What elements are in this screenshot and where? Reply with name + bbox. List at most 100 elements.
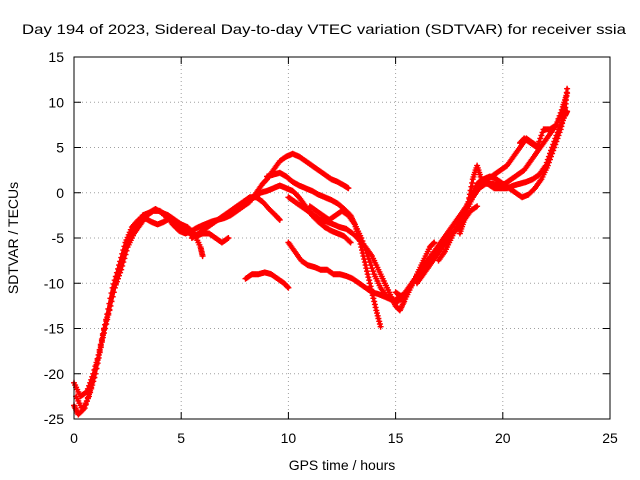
series-point-marker bbox=[86, 393, 92, 400]
satellite-track-08 bbox=[242, 269, 292, 291]
series-point-marker bbox=[101, 330, 107, 336]
series-point-marker bbox=[542, 162, 549, 169]
series-point-marker bbox=[553, 121, 560, 128]
series-point-marker bbox=[554, 129, 561, 136]
y-tick-label: 15 bbox=[48, 49, 64, 65]
y-tick-label: -5 bbox=[52, 230, 65, 246]
x-tick-label: 5 bbox=[177, 430, 185, 446]
y-tick-label: -15 bbox=[44, 321, 64, 337]
series-point-marker bbox=[543, 159, 550, 166]
series-point-marker bbox=[112, 281, 119, 288]
series-point-marker bbox=[473, 204, 479, 211]
series-point-marker bbox=[90, 378, 97, 385]
series-point-marker bbox=[564, 90, 571, 97]
series-point-marker bbox=[122, 251, 129, 258]
satellite-track-07 bbox=[264, 169, 384, 330]
series-point-marker bbox=[474, 203, 481, 210]
axis-ticks: 0 5 10 15 20 25 -25 -20 -15 -10 -5 0 5 10 15 bbox=[44, 49, 618, 446]
series-point-marker bbox=[108, 298, 115, 305]
series-point-marker bbox=[103, 321, 110, 327]
series-point-marker bbox=[558, 106, 565, 113]
series-point-marker bbox=[89, 382, 96, 389]
y-tick-label: 0 bbox=[56, 185, 64, 201]
series-point-marker bbox=[113, 278, 120, 285]
x-tick-label: 15 bbox=[388, 430, 404, 446]
series-point-marker bbox=[369, 265, 375, 272]
series-point-marker bbox=[109, 293, 116, 300]
series-point-marker bbox=[551, 138, 558, 145]
y-tick-label: -10 bbox=[44, 275, 64, 291]
series-point-marker bbox=[115, 275, 121, 282]
x-tick-label: 25 bbox=[602, 430, 618, 446]
series-point-marker bbox=[119, 262, 126, 269]
series-point-marker bbox=[544, 156, 551, 163]
series-point-marker bbox=[375, 315, 382, 322]
series-point-marker bbox=[367, 262, 374, 269]
series-point-marker bbox=[104, 316, 111, 323]
series-point-marker bbox=[370, 268, 377, 275]
series-point-marker bbox=[431, 239, 438, 246]
x-tick-label: 10 bbox=[281, 430, 297, 446]
series-point-marker bbox=[347, 239, 354, 246]
y-tick-label: -25 bbox=[44, 411, 64, 427]
series-point-marker bbox=[110, 289, 117, 296]
series-point-marker bbox=[359, 238, 366, 244]
series-point-marker bbox=[358, 235, 365, 241]
series-point-marker bbox=[538, 132, 545, 139]
series-point-marker bbox=[363, 250, 370, 257]
series-point-marker bbox=[94, 360, 101, 367]
series-point-marker bbox=[552, 135, 559, 142]
satellite-track-04 bbox=[161, 212, 232, 246]
series-point-marker bbox=[547, 150, 553, 157]
series-point-marker bbox=[121, 255, 128, 262]
series-point-marker bbox=[554, 118, 561, 125]
series-point-marker bbox=[123, 247, 130, 254]
x-axis-label: GPS time / hours bbox=[289, 457, 396, 473]
series-point-marker bbox=[199, 253, 206, 260]
series-point-marker bbox=[553, 132, 560, 139]
series-point-marker bbox=[535, 141, 542, 148]
data-series-layer bbox=[71, 85, 571, 418]
series-point-marker bbox=[537, 135, 544, 142]
series-point-marker bbox=[370, 295, 377, 302]
series-point-marker bbox=[225, 235, 232, 241]
series-point-marker bbox=[88, 385, 95, 392]
series-point-marker bbox=[87, 389, 94, 396]
series-point-marker bbox=[116, 272, 122, 279]
series-point-marker bbox=[462, 210, 469, 217]
y-tick-label: 10 bbox=[48, 94, 64, 110]
series-point-marker bbox=[377, 323, 384, 330]
series-point-marker bbox=[360, 241, 367, 247]
satellite-track-15 bbox=[456, 108, 571, 237]
series-point-marker bbox=[118, 266, 125, 273]
series-point-marker bbox=[93, 365, 100, 372]
series-point-marker bbox=[549, 144, 556, 151]
series-point-marker bbox=[366, 259, 373, 266]
series-point-marker bbox=[111, 284, 118, 291]
y-tick-label: -20 bbox=[44, 366, 64, 382]
series-point-marker bbox=[548, 147, 554, 154]
series-point-marker bbox=[97, 344, 104, 351]
series-point-marker bbox=[276, 216, 283, 223]
satellite-track-16 bbox=[517, 90, 571, 151]
series-point-marker bbox=[536, 138, 543, 145]
series-point-marker bbox=[92, 370, 99, 377]
series-point-marker bbox=[557, 109, 564, 116]
series-point-marker bbox=[345, 185, 352, 192]
series-point-marker bbox=[362, 247, 369, 254]
x-tick-label: 20 bbox=[495, 430, 511, 446]
series-point-marker bbox=[105, 311, 112, 318]
chart-title: Day 194 of 2023, Sidereal Day-to-day VTE… bbox=[22, 21, 626, 37]
series-point-marker bbox=[545, 153, 552, 160]
series-point-marker bbox=[117, 269, 124, 276]
series-point-marker bbox=[102, 325, 109, 332]
y-axis-label: SDTVAR / TECUs bbox=[5, 182, 21, 294]
series-point-marker bbox=[96, 349, 103, 356]
series-point-marker bbox=[365, 256, 372, 263]
y-tick-label: 5 bbox=[56, 140, 64, 156]
series-point-marker bbox=[534, 144, 541, 151]
series-point-marker bbox=[98, 339, 105, 346]
